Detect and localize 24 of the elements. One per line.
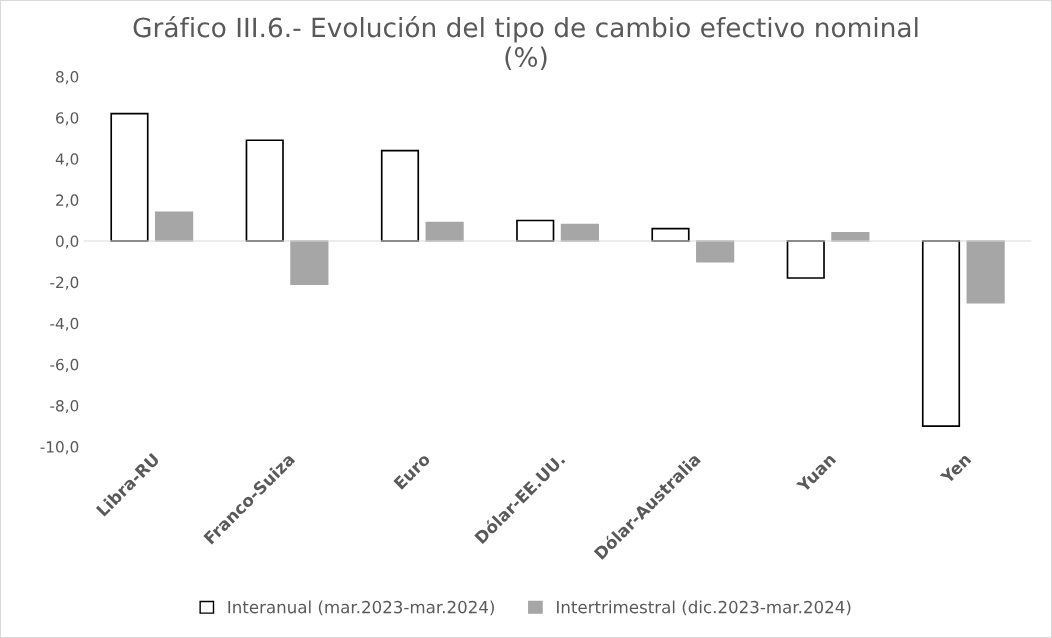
bar (245, 139, 284, 242)
y-tick-label: -8,0 (50, 399, 79, 414)
bar (696, 240, 735, 263)
x-tick-label: Yen (939, 452, 972, 485)
bar (290, 240, 329, 286)
bar (921, 240, 961, 427)
legend-label: Interanual (mar.2023-mar.2024) (228, 600, 494, 616)
y-tick-label: 8,0 (56, 71, 79, 85)
y-tick-label: -6,0 (50, 358, 79, 372)
bar (155, 211, 194, 242)
bar (380, 149, 420, 242)
chart-title: Gráfico III.6.- Evolución del tipo de cambio efectivo nominal (%) (133, 15, 918, 71)
bar (516, 219, 555, 242)
bar (966, 240, 1005, 304)
y-tick-label: -2,0 (50, 276, 79, 290)
y-tick-label: 6,0 (56, 112, 79, 126)
bar (786, 240, 825, 279)
bar (110, 112, 149, 242)
y-tick-label: 4,0 (55, 153, 79, 167)
y-tick-label: 2,0 (56, 194, 79, 208)
legend-label: Intertrimestral (dic.2023-mar.2024) (557, 600, 851, 616)
y-tick-label: 0,0 (56, 235, 79, 249)
y-tick-label: -4,0 (50, 317, 79, 331)
y-tick-label: -10,0 (40, 441, 79, 455)
